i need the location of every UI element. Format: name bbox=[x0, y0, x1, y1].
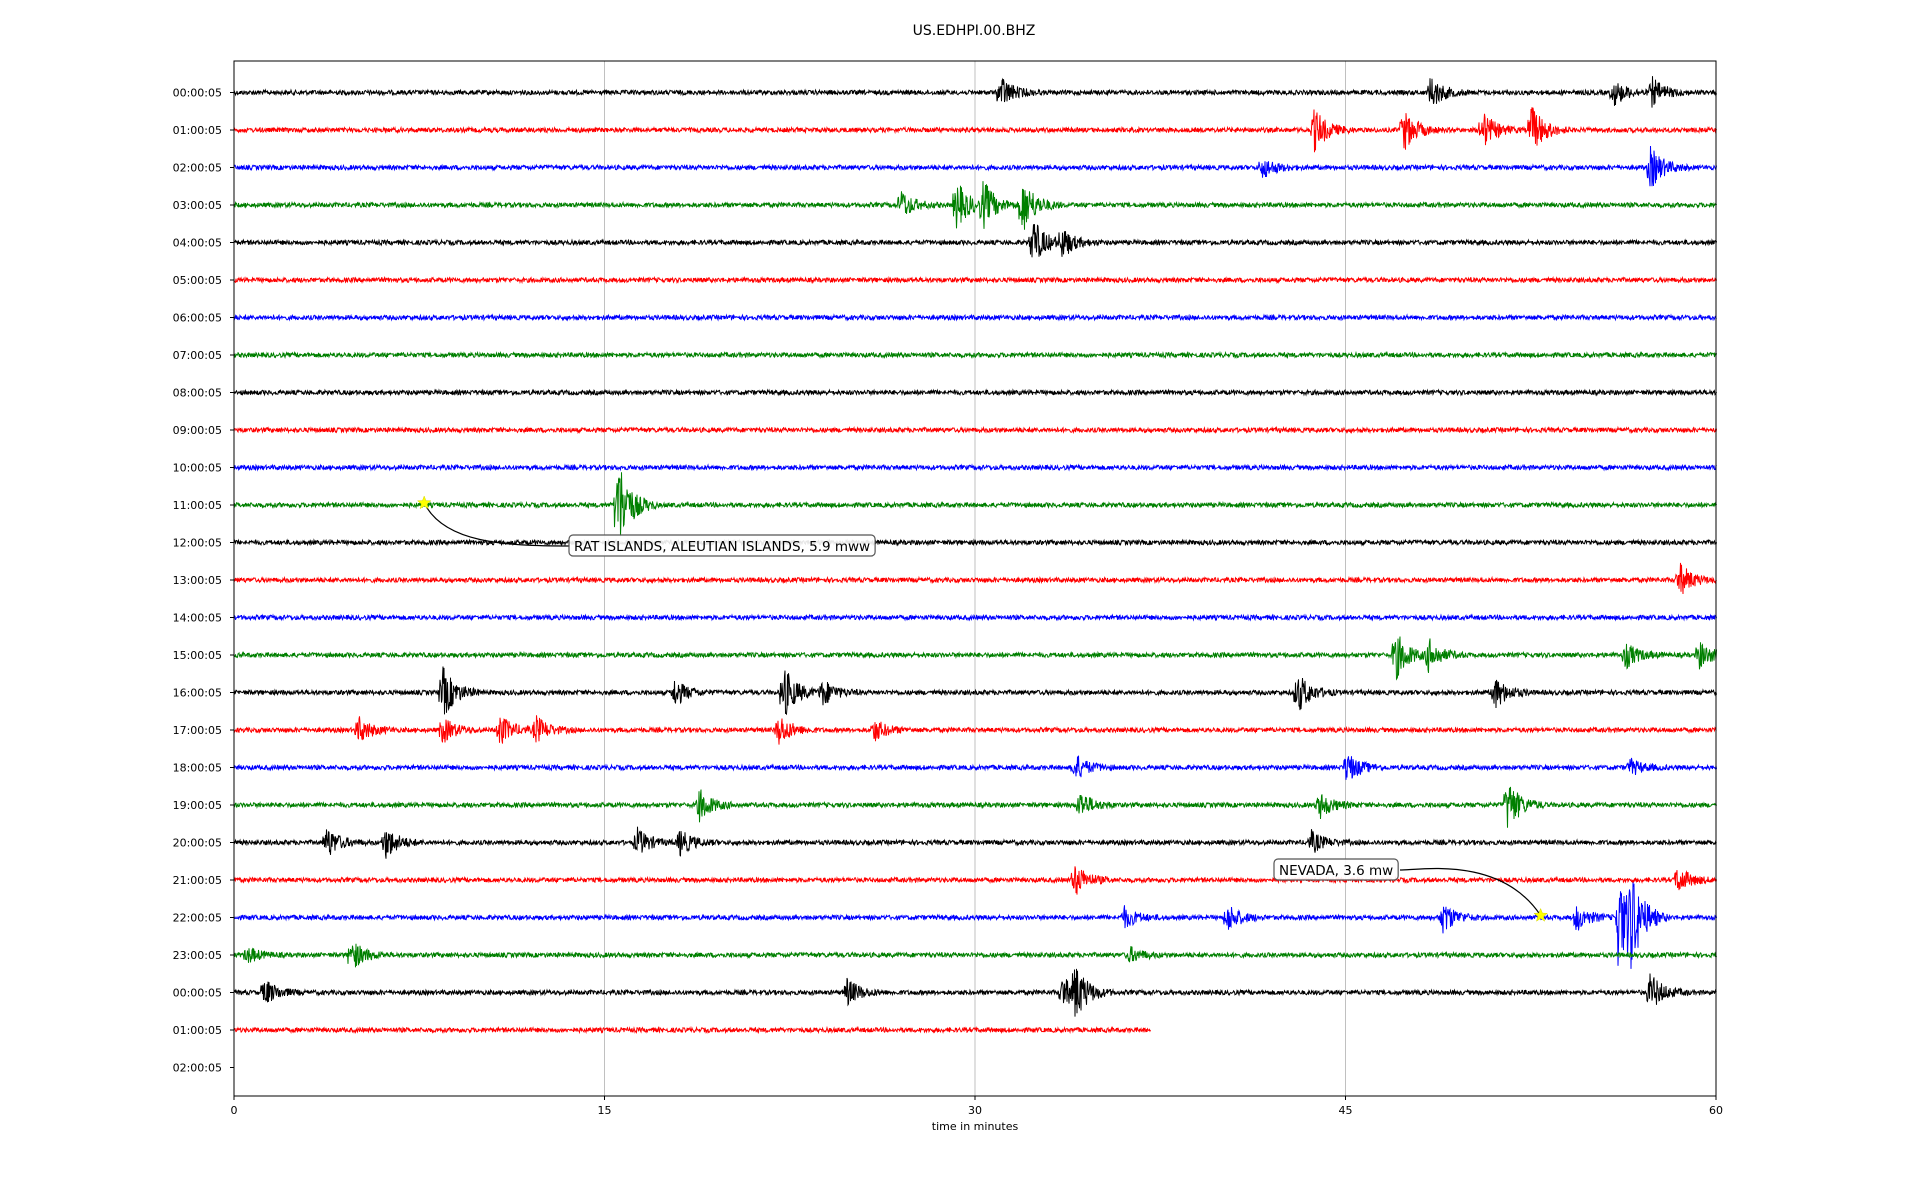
trace-line bbox=[233, 313, 1717, 322]
x-tick-labels: 0 15 30 45 60 bbox=[231, 1096, 1723, 1117]
annotation-frame bbox=[568, 534, 876, 557]
trace-line bbox=[233, 76, 1717, 108]
trace-line bbox=[233, 107, 1717, 153]
y-tick-label: 06:00:05 bbox=[173, 312, 222, 325]
y-tick-label: 19:00:05 bbox=[173, 799, 222, 812]
trace-line bbox=[233, 755, 1717, 780]
annotation-frame bbox=[1273, 858, 1399, 881]
trace-line bbox=[233, 943, 1717, 968]
y-tick-label: 09:00:05 bbox=[173, 424, 222, 437]
y-tick-label: 23:00:05 bbox=[173, 949, 222, 962]
y-tick-label: 16:00:05 bbox=[173, 687, 222, 700]
y-tick-label: 00:00:05 bbox=[173, 987, 222, 1000]
trace-line bbox=[233, 472, 1717, 537]
y-tick-label: 01:00:05 bbox=[173, 1024, 222, 1037]
trace-line bbox=[233, 463, 1717, 472]
y-tick-label: 01:00:05 bbox=[173, 124, 222, 137]
x-tick-label: 60 bbox=[1709, 1104, 1723, 1117]
chart-title: US.EDHPI.00.BHZ bbox=[913, 23, 1036, 39]
y-tick-label: 15:00:05 bbox=[173, 649, 222, 662]
trace-line bbox=[233, 350, 1717, 360]
trace-line bbox=[233, 538, 1717, 547]
trace-line bbox=[233, 388, 1717, 397]
y-tick-label: 05:00:05 bbox=[173, 274, 222, 287]
event-star-icon bbox=[1533, 907, 1548, 922]
trace-line bbox=[233, 275, 1717, 285]
annotation-arrow bbox=[1399, 867, 1542, 916]
trace-line bbox=[233, 562, 1717, 595]
annotation-arrow bbox=[423, 502, 571, 547]
y-tick-label: 13:00:05 bbox=[173, 574, 222, 587]
x-tick-label: 30 bbox=[968, 1104, 982, 1117]
trace-line bbox=[233, 666, 1717, 716]
annotation-label: RAT ISLANDS, ALEUTIAN ISLANDS, 5.9 mww bbox=[574, 539, 870, 555]
trace-line bbox=[233, 636, 1717, 681]
annotation-label: NEVADA, 3.6 mw bbox=[1279, 863, 1393, 879]
trace-line bbox=[233, 715, 1717, 745]
trace-line bbox=[233, 613, 1717, 622]
x-tick-label: 45 bbox=[1339, 1104, 1353, 1117]
trace-line bbox=[233, 882, 1717, 969]
y-tick-label: 02:00:05 bbox=[173, 162, 222, 175]
y-tick-label: 00:00:05 bbox=[173, 87, 222, 100]
trace-line bbox=[233, 425, 1717, 435]
x-axis-label: time in minutes bbox=[932, 1120, 1019, 1133]
y-tick-label: 11:00:05 bbox=[173, 499, 222, 512]
y-tick-label: 02:00:05 bbox=[173, 1062, 222, 1075]
y-tick-label: 18:00:05 bbox=[173, 762, 222, 775]
trace-line bbox=[233, 968, 1717, 1017]
trace-group bbox=[233, 76, 1717, 1035]
y-tick-label: 14:00:05 bbox=[173, 612, 222, 625]
event-star-icon bbox=[416, 495, 432, 510]
y-tick-label: 12:00:05 bbox=[173, 537, 222, 550]
trace-line bbox=[233, 145, 1717, 187]
annotation-box: RAT ISLANDS, ALEUTIAN ISLANDS, 5.9 mww bbox=[568, 534, 876, 557]
trace-line bbox=[233, 181, 1717, 230]
y-tick-label: 08:00:05 bbox=[173, 387, 222, 400]
y-tick-label: 21:00:05 bbox=[173, 874, 222, 887]
y-tick-label: 07:00:05 bbox=[173, 349, 222, 362]
y-tick-label: 17:00:05 bbox=[173, 724, 222, 737]
y-tick-labels: 00:00:05 01:00:05 02:00:05 03:00:05 04:00:05… bbox=[173, 87, 234, 1075]
trace-line bbox=[233, 826, 1717, 859]
event-annotations: RAT ISLANDS, ALEUTIAN ISLANDS, 5.9 mww NE… bbox=[416, 495, 1548, 922]
trace-line bbox=[233, 1025, 1151, 1035]
y-tick-label: 03:00:05 bbox=[173, 199, 222, 212]
x-tick-label: 15 bbox=[598, 1104, 612, 1117]
y-tick-label: 04:00:05 bbox=[173, 237, 222, 250]
trace-line bbox=[233, 786, 1717, 828]
x-tick-label: 0 bbox=[231, 1104, 238, 1117]
trace-line bbox=[233, 224, 1717, 258]
trace-line bbox=[233, 866, 1717, 895]
y-tick-label: 22:00:05 bbox=[173, 912, 222, 925]
y-tick-label: 10:00:05 bbox=[173, 462, 222, 475]
annotation-box: NEVADA, 3.6 mw bbox=[1273, 858, 1399, 881]
y-tick-label: 20:00:05 bbox=[173, 837, 222, 850]
